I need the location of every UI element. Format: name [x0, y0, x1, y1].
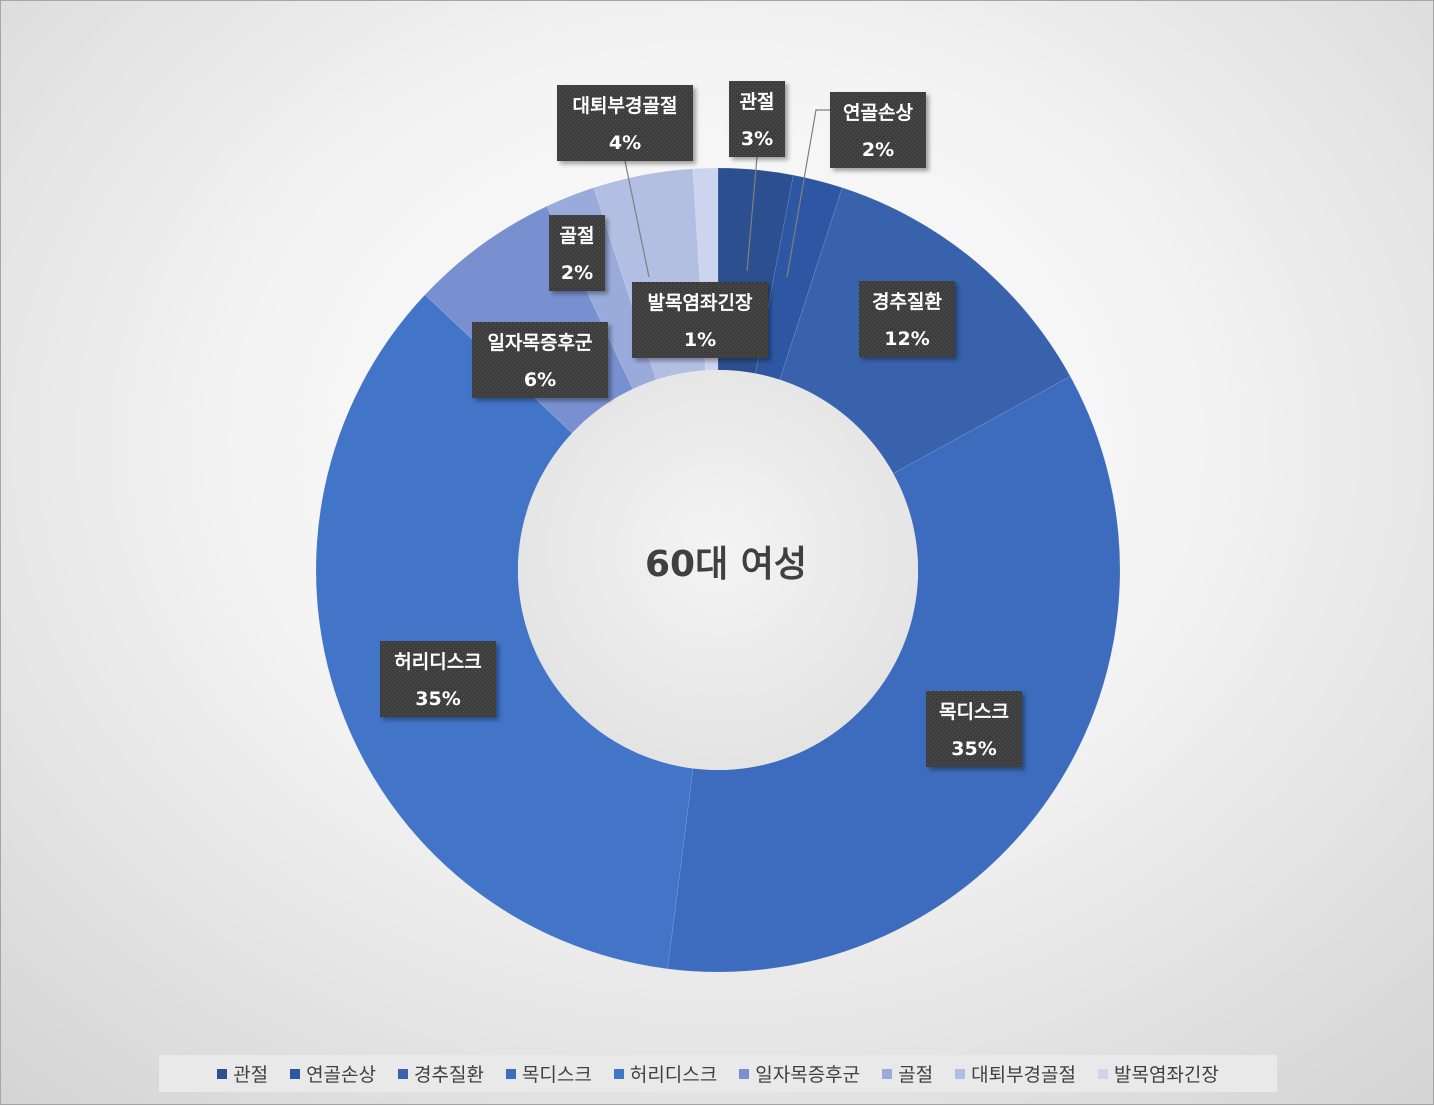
legend-item-7: 골절	[882, 1060, 933, 1087]
data-label-box	[926, 691, 1022, 767]
legend-item-1: 관절	[217, 1060, 268, 1087]
legend-swatch	[290, 1068, 301, 1079]
legend-item-5: 허리디스크	[613, 1060, 718, 1087]
data-label-value: 6%	[524, 369, 556, 391]
legend-swatch	[739, 1068, 750, 1079]
data-label-value: 4%	[609, 132, 641, 154]
data-label-value: 12%	[884, 328, 929, 350]
data-label-category: 대퇴부경골절	[573, 95, 678, 117]
data-label-value: 2%	[862, 139, 894, 161]
legend-swatch	[613, 1068, 624, 1079]
leader-line-1	[746, 156, 758, 272]
data-label-value: 3%	[741, 128, 773, 150]
data-label-category: 일자목증후군	[488, 332, 593, 354]
legend-label: 골절	[898, 1064, 934, 1086]
legend-label: 발목염좌긴장	[1114, 1064, 1219, 1086]
legend-label: 경추질환	[414, 1064, 484, 1086]
legend-swatch	[505, 1068, 516, 1079]
data-label-3: 경추질환 12%	[859, 281, 955, 357]
data-label-value: 2%	[561, 262, 593, 284]
legend-item-8: 대퇴부경골절	[955, 1060, 1076, 1087]
data-label-8: 대퇴부경골절 4%	[557, 85, 693, 161]
data-label-6: 일자목증후군 6%	[472, 322, 608, 398]
legend-swatch	[217, 1068, 228, 1079]
data-label-box	[859, 281, 955, 357]
data-label-category: 관절	[740, 91, 775, 113]
data-label-box	[472, 322, 608, 398]
donut-hole	[518, 370, 918, 770]
chart-title: 60대 여성	[645, 544, 807, 585]
data-label-box	[729, 81, 785, 157]
data-label-category: 골절	[560, 225, 595, 247]
data-label-category: 허리디스크	[394, 651, 481, 673]
data-label-box	[557, 85, 693, 161]
leader-line-8	[624, 160, 650, 278]
legend-label: 관절	[233, 1064, 269, 1086]
data-label-category: 목디스크	[939, 701, 1009, 723]
data-label-2: 연골손상 2%	[830, 92, 926, 168]
legend-label: 대퇴부경골절	[971, 1064, 1076, 1086]
legend-swatch	[398, 1068, 408, 1079]
data-label-1: 관절 3%	[729, 81, 785, 157]
data-label-category: 경추질환	[872, 291, 942, 313]
legend-swatch	[955, 1068, 966, 1079]
legend: 관절 연골손상 경추질환 목디스크 허리디스크 일자목증후군 골절 대퇴부경골절 발목염좌긴장	[159, 1055, 1277, 1092]
legend-label: 목디스크	[521, 1064, 592, 1086]
legend-item-3: 경추질환	[398, 1060, 484, 1087]
data-label-category: 연골손상	[843, 102, 913, 124]
data-label-value: 1%	[684, 329, 716, 351]
legend-swatch	[1098, 1068, 1108, 1079]
data-label-box	[380, 641, 496, 717]
legend-swatch	[882, 1068, 893, 1079]
data-label-box	[549, 215, 605, 291]
data-label-9: 발목염좌긴장 1%	[632, 282, 768, 358]
data-label-box	[632, 282, 768, 358]
legend-item-9: 발목염좌긴장	[1098, 1060, 1219, 1087]
legend-label: 일자목증후군	[755, 1064, 861, 1086]
data-label-4: 목디스크 35%	[926, 691, 1022, 767]
data-label-value: 35%	[951, 738, 996, 760]
data-label-7: 골절 2%	[549, 215, 605, 291]
legend-item-6: 일자목증후군	[739, 1060, 860, 1087]
data-label-category: 발목염좌긴장	[648, 292, 753, 314]
leader-line-2	[786, 109, 830, 278]
legend-item-4: 목디스크	[505, 1060, 592, 1087]
data-label-box	[830, 92, 926, 168]
legend-label: 연골손상	[306, 1064, 376, 1086]
legend-item-2: 연골손상	[290, 1060, 376, 1087]
data-label-value: 35%	[415, 688, 460, 710]
data-label-5: 허리디스크 35%	[380, 641, 496, 717]
legend-label: 허리디스크	[629, 1064, 718, 1086]
